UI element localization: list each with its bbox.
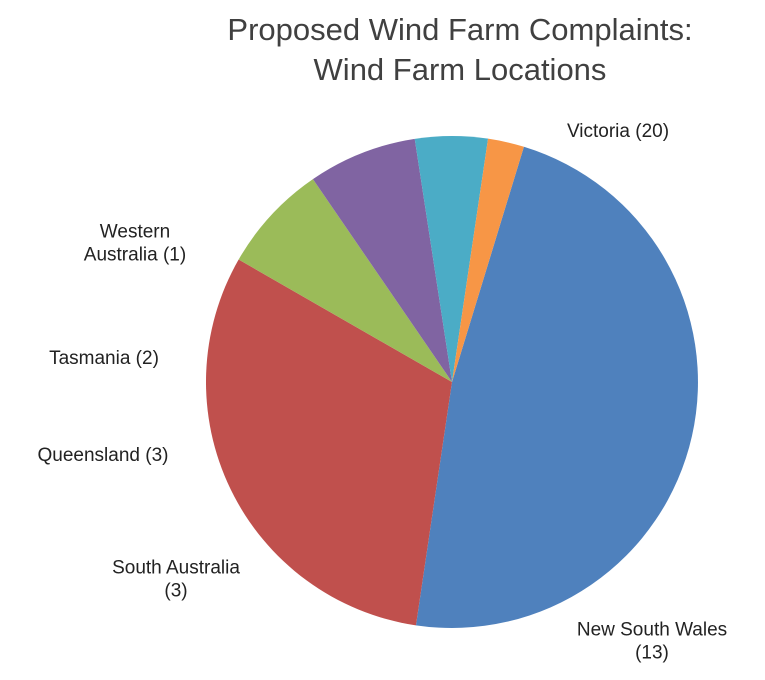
chart-title-line-1: Proposed Wind Farm Complaints:	[227, 12, 693, 47]
chart-title-line-2: Wind Farm Locations	[313, 52, 607, 87]
data-label-line: Queensland (3)	[38, 445, 169, 466]
data-label-line: Western	[100, 222, 170, 243]
data-label-tasmania: Tasmania (2)	[49, 348, 159, 369]
data-label-south-australia: South Australia (3)	[112, 558, 240, 602]
data-label-queensland: Queensland (3)	[38, 445, 169, 466]
pie-slice-new-south-wales	[205, 259, 452, 626]
data-label-line: (3)	[164, 581, 187, 602]
chart-title: Proposed Wind Farm Complaints: Wind Farm…	[150, 10, 765, 90]
data-label-victoria: Victoria (20)	[567, 121, 669, 142]
data-label-line: Victoria (20)	[567, 121, 669, 142]
data-label-line: Australia (1)	[84, 245, 186, 266]
pie-slices	[205, 136, 698, 628]
pie-slice-queensland	[312, 138, 452, 382]
pie-slice-western-australia	[452, 138, 524, 382]
data-label-line: New South Wales	[577, 620, 727, 641]
data-label-line: (13)	[635, 643, 669, 664]
pie-labels: Victoria (20) New South Wales (13) South Au…	[38, 121, 728, 664]
data-label-western-australia: Western Australia (1)	[84, 222, 186, 266]
data-label-line: South Australia	[112, 558, 240, 579]
pie-slice-south-australia	[238, 179, 452, 382]
data-label-line: Tasmania (2)	[49, 348, 159, 369]
data-label-new-south-wales: New South Wales (13)	[577, 620, 727, 664]
pie-slice-tasmania	[414, 136, 489, 382]
pie-slice-victoria	[415, 146, 698, 628]
